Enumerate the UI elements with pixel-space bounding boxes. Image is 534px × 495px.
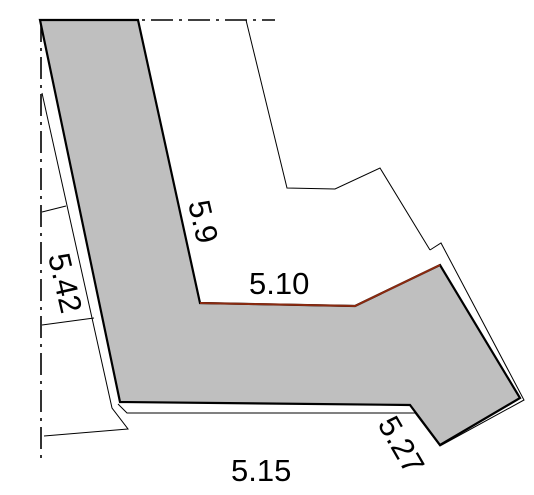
parcel-shape bbox=[38, 18, 522, 447]
label-edge-5-15: 5.15 bbox=[231, 453, 291, 488]
highlighted-edge bbox=[199, 264, 441, 308]
tick-mark-upper bbox=[41, 205, 67, 213]
tick-mark-lower bbox=[41, 317, 95, 326]
label-edge-5-9: 5.9 bbox=[181, 197, 225, 247]
neighbour-outline-left bbox=[41, 92, 129, 437]
neighbour-outline-right bbox=[245, 19, 431, 251]
label-edge-5-10: 5.10 bbox=[249, 266, 309, 301]
label-edge-5-42: 5.42 bbox=[41, 250, 89, 317]
